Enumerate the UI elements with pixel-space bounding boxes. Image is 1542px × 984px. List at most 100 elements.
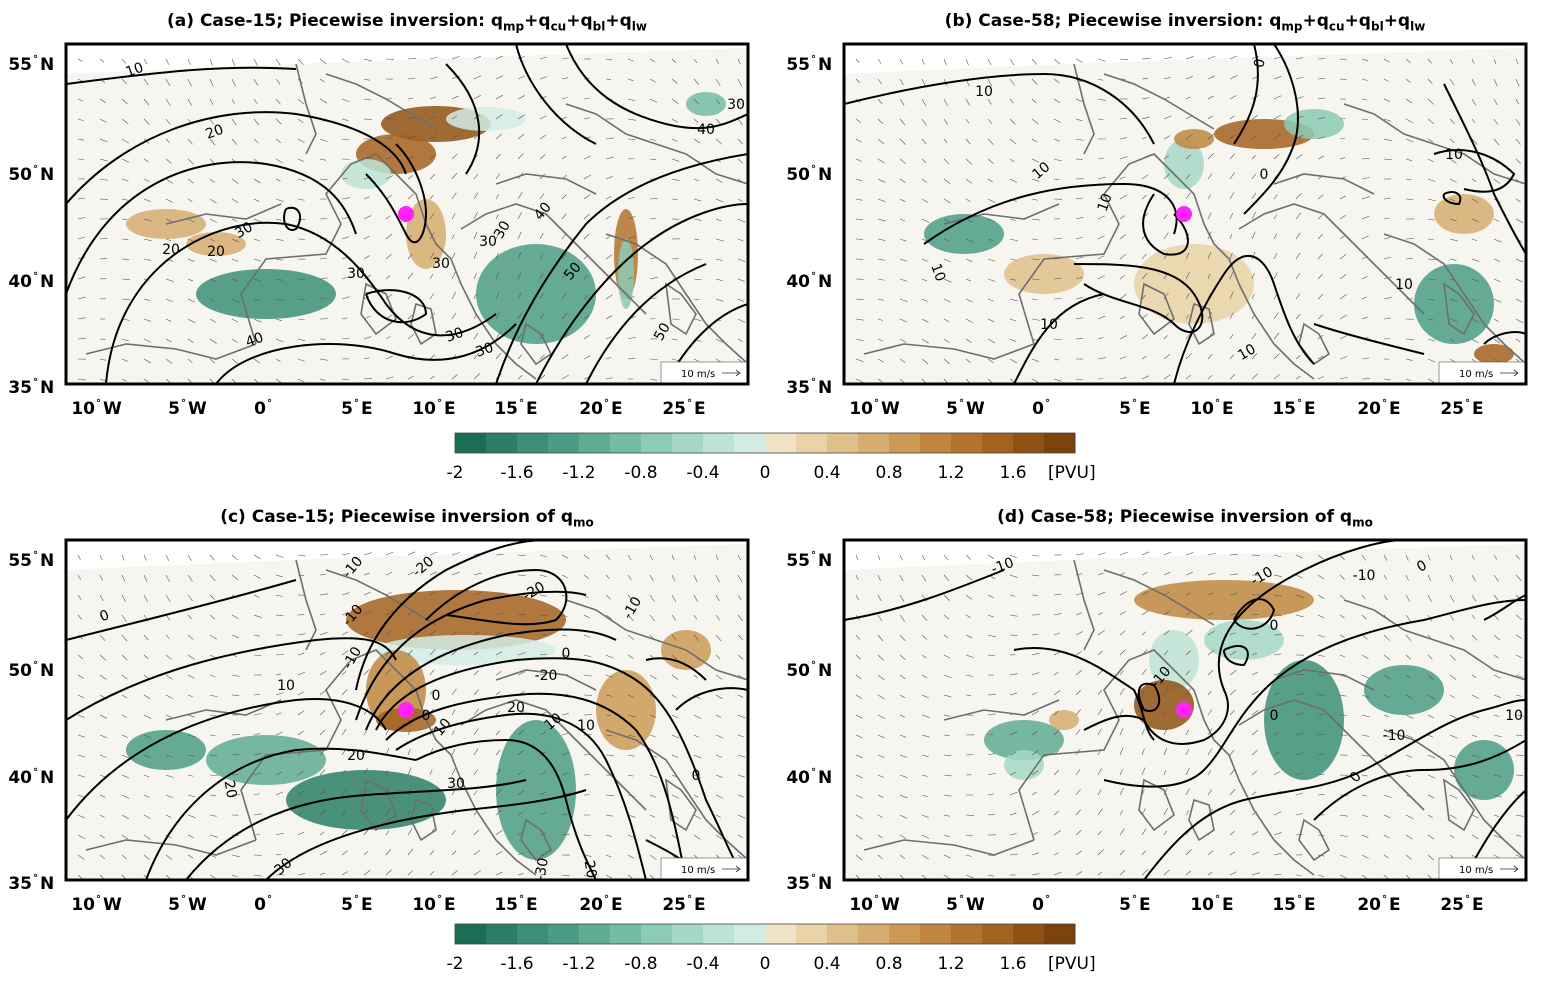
wind-vector [1097,176,1106,180]
wind-vector [1515,674,1524,678]
wind-vector [1295,96,1304,100]
wind-vector [561,116,568,120]
wind-vector [429,273,434,280]
wind-vector [1383,634,1390,641]
wind-vector [1515,338,1521,343]
lon-tick-label: 0 [1032,895,1044,915]
wind-vector [1273,56,1282,60]
contour-label: 10 [277,678,295,694]
wind-vector [341,788,347,796]
coastline [863,343,1035,360]
wind-vector [363,767,368,776]
wind-vector [1163,591,1170,596]
pv-anomaly-blob [446,107,526,131]
lon-hemisphere: E [611,895,623,915]
wind-vector [965,634,973,639]
wind-vector [495,871,503,876]
wind-vector [561,136,567,140]
wind-vector [1427,78,1433,85]
wind-vector [1251,114,1259,120]
height-contour [1013,293,1105,384]
colorbar-frame [454,432,1076,454]
wind-vector [1361,78,1368,81]
wind-vector [693,594,698,602]
wind-vector [1229,312,1234,320]
coastline [425,719,537,876]
wind-vector [1295,57,1304,60]
wind-vector [1185,292,1190,300]
wind-vector [899,794,908,799]
lat-tick-label: 40 [786,768,810,788]
wind-vector [1405,874,1410,879]
wind-vector [495,153,502,160]
wind-vector [1141,572,1148,576]
wind-vector [187,774,194,777]
wind-vector [495,789,502,796]
wind-vector [855,118,861,123]
pv-anomaly-blob [406,199,446,269]
wind-vector [987,772,996,776]
height-contour [565,44,748,130]
wind-vector [385,336,391,340]
lon-hemisphere: W [881,399,900,419]
lon-tick-label: 5 [168,399,180,419]
wind-vector [1383,217,1390,220]
wind-vector [1339,614,1345,619]
wind-vector [1009,238,1018,242]
map-edge [66,44,748,74]
wind-vector [253,178,261,184]
wind-vector [1317,674,1325,677]
wind-vector [1119,649,1126,656]
wind-vector [297,98,305,105]
wind-vector [319,277,328,280]
wind-vector [1471,554,1475,560]
lon-tick-label: 15 [1272,895,1296,915]
degree-symbol: ° [1132,894,1137,905]
coastline [460,203,647,315]
wind-vector [987,378,993,384]
panel-a-title-terms: qmp+qcu+qbl+qlw [490,11,647,34]
wind-vector [877,338,884,342]
wind-vector [1427,594,1432,603]
wind-vector [1053,729,1060,736]
wind-vector [693,238,700,240]
wind-vector [1097,728,1102,736]
wind-vector [583,98,590,100]
wind-vector [1339,554,1345,561]
wind-vector [231,634,240,639]
wind-vector [561,614,568,617]
wind-vector [877,574,881,581]
wind-vector [1163,808,1168,816]
wind-vector [649,574,654,581]
wind-vector [1185,748,1190,756]
wind-vector [715,574,720,583]
wind-vector [99,654,107,661]
wind-vector [165,574,170,582]
wind-vector [1141,828,1147,836]
wind-vector [187,574,193,582]
height-contour [1233,598,1276,630]
wind-vector [363,255,370,260]
contour-label: 10 [124,60,146,81]
wind-vector [187,98,192,106]
wind-vector [561,713,569,716]
wind-vector [1207,95,1214,100]
wind-vector [1361,634,1368,640]
wind-vector [1053,830,1061,836]
contour-label: 30 [432,256,450,272]
wind-vector [649,318,656,320]
height-contour [365,143,428,244]
wind-vector [1229,851,1236,856]
wind-vector [1427,554,1431,561]
wind-vector [539,76,547,80]
lon-tick-label: 0 [254,399,266,419]
wind-vector [1427,198,1436,202]
wind-vector [987,713,996,716]
wind-vector [451,850,457,856]
wind-vector [1119,274,1125,280]
wind-vector [1163,214,1168,220]
lon-hemisphere: W [881,895,900,915]
wind-vector [627,78,634,82]
lon-tick-label: 20 [579,895,603,915]
